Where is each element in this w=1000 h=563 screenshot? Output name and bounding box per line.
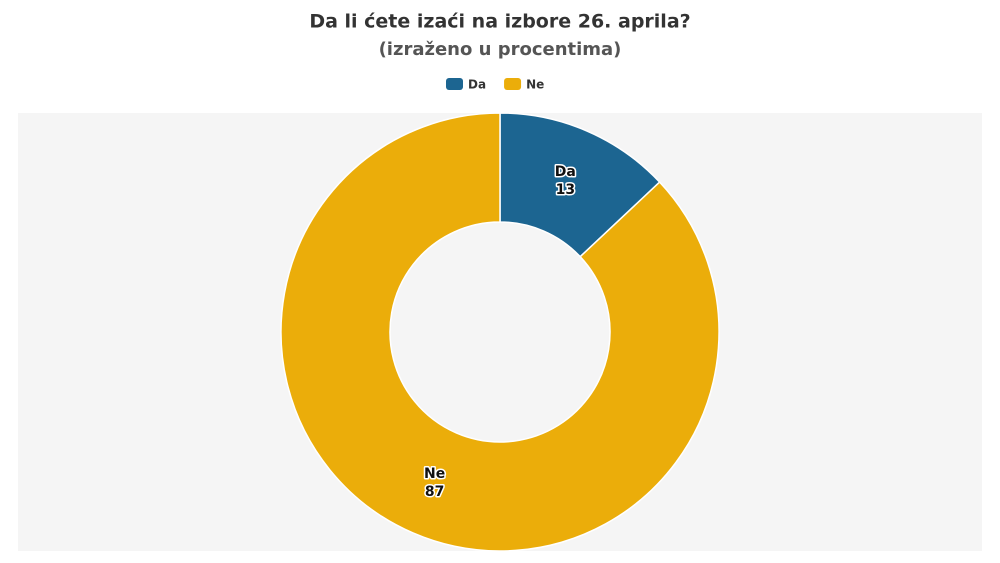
legend-label: Ne bbox=[526, 78, 544, 92]
legend-swatch bbox=[504, 78, 522, 90]
data-label-name: Da bbox=[555, 164, 576, 180]
legend-swatch bbox=[446, 78, 463, 90]
data-label-value: 87 bbox=[425, 484, 444, 500]
chart-title: Da li ćete izaći na izbore 26. aprila? bbox=[309, 11, 690, 33]
chart-subtitle: (izraženo u procentima) bbox=[379, 39, 622, 60]
donut-slice bbox=[280, 112, 720, 552]
legend-label: Da bbox=[468, 78, 486, 92]
data-label-value: 13 bbox=[556, 182, 575, 198]
data-label-name: Ne bbox=[424, 466, 445, 482]
